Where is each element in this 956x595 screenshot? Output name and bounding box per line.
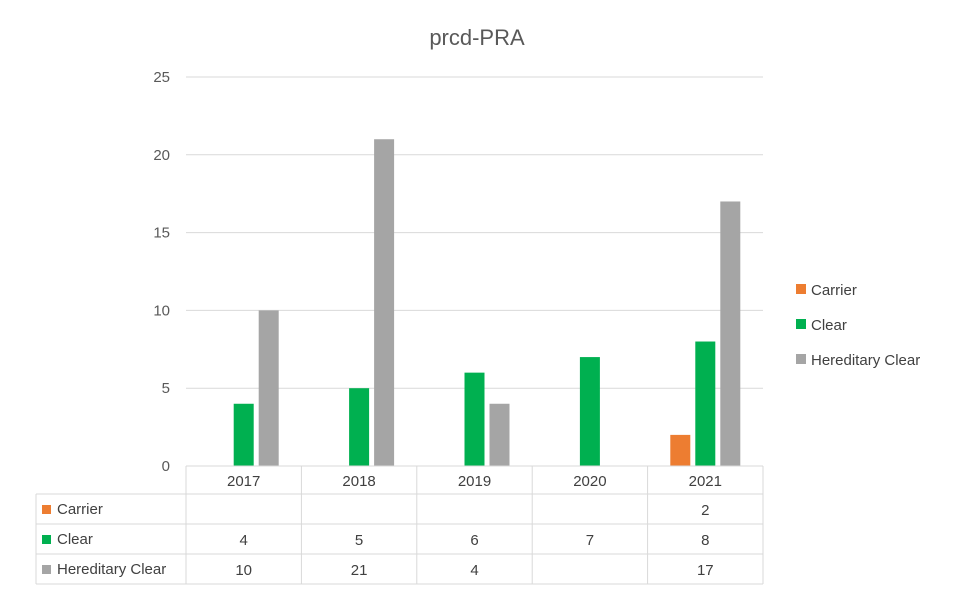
table-legend-key	[42, 565, 51, 574]
y-tick-label: 25	[153, 69, 170, 86]
bar-clear-2018	[349, 388, 370, 466]
data-table: 2017 2018 2019 2020 2021 Carrier 2 Clear 4 5 6 7 8 He…	[35, 465, 764, 585]
legend-swatch	[796, 319, 806, 329]
legend-label: Carrier	[811, 282, 857, 299]
table-legend-key	[42, 535, 51, 544]
table-cell: 2	[701, 502, 709, 519]
legend-label: Hereditary Clear	[811, 352, 920, 369]
y-axis-ticks: 0 5 10 15 20 25	[153, 69, 170, 475]
bars	[233, 139, 741, 467]
chart-title: prcd-PRA	[429, 25, 525, 50]
table-cell: 4	[240, 532, 248, 549]
bar-clear-2017	[233, 403, 254, 466]
x-tick-label: 2017	[227, 473, 260, 490]
table-cell: 7	[586, 532, 594, 549]
y-tick-label: 10	[153, 302, 170, 319]
bar-carrier-2021	[670, 434, 691, 466]
table-cell: 8	[701, 532, 709, 549]
legend-swatch	[796, 284, 806, 294]
y-tick-label: 5	[162, 380, 170, 397]
bar-clear-2021	[695, 341, 716, 466]
x-tick-label: 2021	[689, 473, 722, 490]
bar-clear-2020	[579, 357, 600, 466]
table-row-label: Hereditary Clear	[57, 561, 166, 578]
legend-swatch	[796, 354, 806, 364]
legend-label: Clear	[811, 317, 847, 334]
table-cell: 5	[355, 532, 363, 549]
x-tick-label: 2018	[342, 473, 375, 490]
bar-hereditary-clear-2021	[720, 201, 741, 467]
gridlines	[186, 76, 763, 389]
bar-hereditary-clear-2017	[258, 310, 279, 466]
table-row-label: Carrier	[57, 501, 103, 518]
x-tick-label: 2020	[573, 473, 606, 490]
table-cell: 21	[351, 562, 368, 579]
bar-clear-2019	[464, 372, 485, 466]
table-cell: 10	[235, 562, 252, 579]
table-cell: 17	[697, 562, 714, 579]
x-tick-label: 2019	[458, 473, 491, 490]
table-legend-key	[42, 505, 51, 514]
bar-hereditary-clear-2019	[489, 403, 510, 466]
table-row-label: Clear	[57, 531, 93, 548]
table-cell: 4	[470, 562, 478, 579]
legend: Carrier Clear Hereditary Clear	[796, 282, 920, 369]
bar-hereditary-clear-2018	[374, 139, 395, 467]
table-cell: 6	[470, 532, 478, 549]
y-tick-label: 0	[162, 458, 170, 475]
y-tick-label: 15	[153, 225, 170, 242]
y-tick-label: 20	[153, 147, 170, 164]
